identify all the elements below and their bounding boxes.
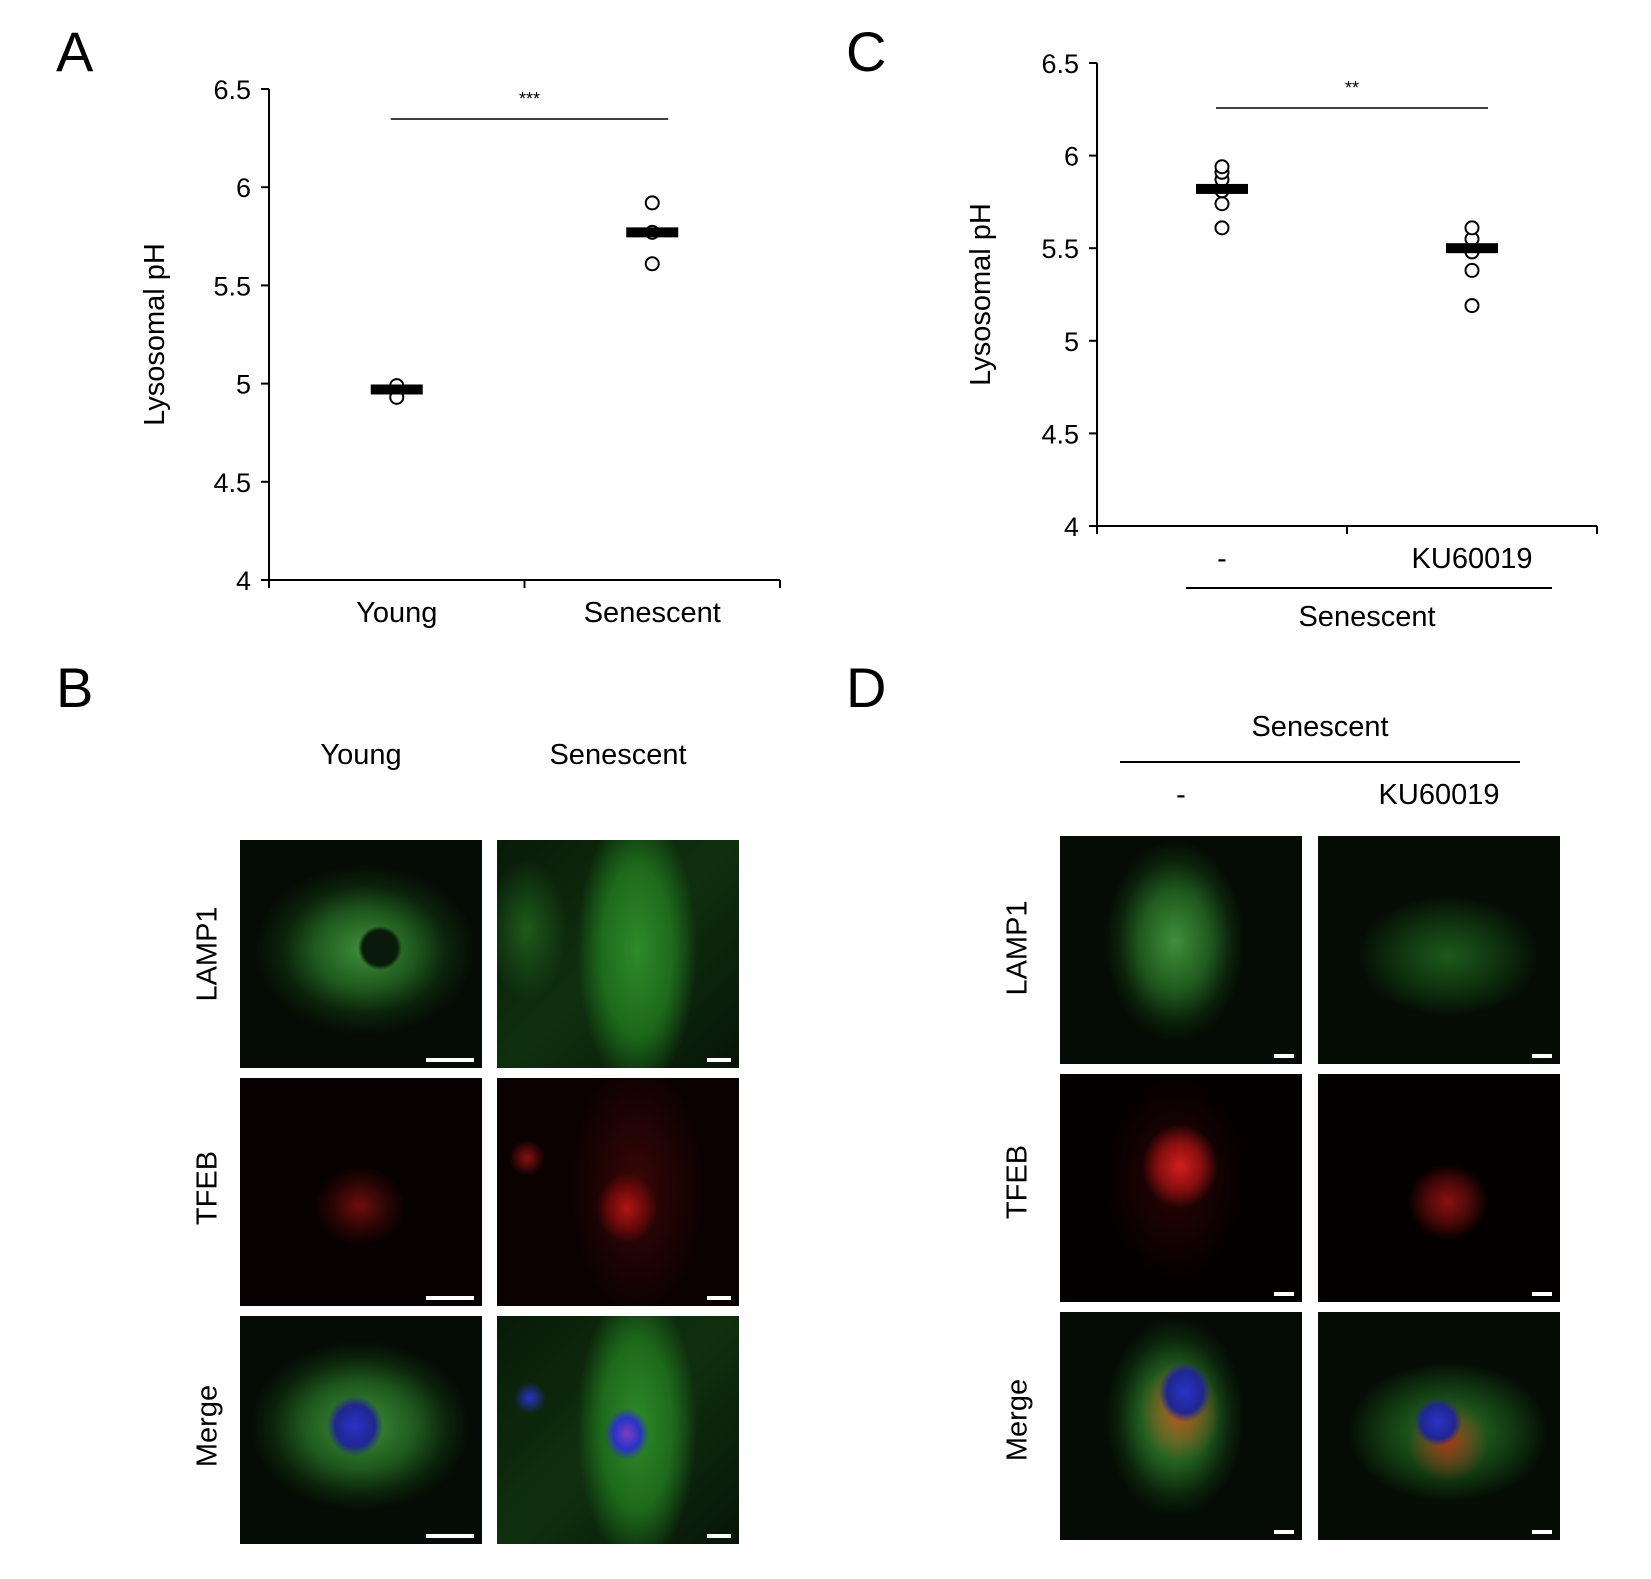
y-tick-label: 4 bbox=[1064, 512, 1079, 542]
micrograph-control-lamp1 bbox=[1060, 836, 1302, 1064]
significance-label: *** bbox=[519, 89, 540, 109]
y-tick-label: 5 bbox=[236, 370, 251, 400]
y-tick-label: 6.5 bbox=[1041, 49, 1079, 79]
mean-bar bbox=[1446, 243, 1498, 254]
y-tick-label: 4.5 bbox=[1041, 419, 1079, 449]
y-axis-label: Lysosomal pH bbox=[965, 203, 997, 386]
significance-label: ** bbox=[1345, 78, 1359, 98]
micrograph-ku60019-merge bbox=[1318, 1312, 1560, 1540]
micrograph-young-tfeb bbox=[240, 1078, 482, 1306]
data-point bbox=[644, 195, 660, 211]
panel-d-group-line bbox=[1120, 761, 1520, 763]
micrograph-senescent-lamp1 bbox=[497, 840, 739, 1068]
y-tick-label: 4 bbox=[236, 566, 251, 596]
x-tick-label: Young bbox=[356, 597, 437, 629]
y-tick-label: 4.5 bbox=[213, 468, 251, 498]
panel-d-row-lamp1: LAMP1 bbox=[1001, 900, 1034, 996]
data-point bbox=[1464, 262, 1480, 278]
y-tick-label: 5.5 bbox=[213, 271, 251, 301]
mean-bar bbox=[1196, 183, 1248, 194]
micrograph-ku60019-tfeb bbox=[1318, 1074, 1560, 1302]
y-tick-label: 5.5 bbox=[1041, 234, 1079, 264]
panel-d-group-label: Senescent bbox=[1251, 711, 1389, 743]
mean-bar bbox=[370, 384, 423, 395]
group-label: Senescent bbox=[1298, 601, 1435, 633]
y-tick-label: 6 bbox=[1064, 142, 1079, 172]
data-point bbox=[1214, 220, 1230, 236]
panel-b-col-young: Young bbox=[320, 739, 402, 771]
y-tick-label: 5 bbox=[1064, 327, 1079, 357]
panel-b-row-tfeb: TFEB bbox=[191, 1150, 224, 1226]
mean-bar bbox=[626, 227, 679, 238]
y-axis-label: Lysosomal pH bbox=[139, 243, 171, 426]
chart-a: 6.5 6 5.5 5 4.5 4 Young Senescent Lysosomal pH **… bbox=[139, 75, 781, 629]
panel-d-row-tfeb: TFEB bbox=[1001, 1144, 1034, 1220]
data-point bbox=[644, 256, 660, 272]
chart-c: 6.5 6 5.5 5 4.5 4 - KU60019 Lysosomal pH ** Senesc… bbox=[965, 49, 1598, 633]
micrograph-young-merge bbox=[240, 1316, 482, 1544]
panel-d-col-ku60019: KU60019 bbox=[1378, 779, 1500, 811]
micrograph-senescent-tfeb bbox=[497, 1078, 739, 1306]
micrograph-control-tfeb bbox=[1060, 1074, 1302, 1302]
data-point bbox=[1214, 196, 1230, 212]
y-tick-label: 6.5 bbox=[213, 75, 251, 105]
x-tick-label: - bbox=[1217, 543, 1227, 575]
data-point bbox=[1464, 298, 1480, 314]
micrograph-control-merge bbox=[1060, 1312, 1302, 1540]
panel-letter-c: C bbox=[846, 20, 887, 83]
panel-b-col-senescent: Senescent bbox=[549, 739, 687, 771]
micrograph-senescent-merge bbox=[497, 1316, 739, 1544]
data-point bbox=[1464, 220, 1480, 236]
micrograph-young-lamp1 bbox=[240, 840, 482, 1068]
panel-letter-d: D bbox=[846, 656, 887, 719]
panel-letter-a: A bbox=[56, 20, 94, 83]
micrograph-ku60019-lamp1 bbox=[1318, 836, 1560, 1064]
panel-b-row-merge: Merge bbox=[191, 1384, 224, 1468]
panel-b-row-lamp1: LAMP1 bbox=[191, 906, 224, 1002]
y-tick-label: 6 bbox=[236, 173, 251, 203]
data-point bbox=[1214, 159, 1230, 175]
panel-d-col-control: - bbox=[1176, 779, 1186, 811]
panel-d-row-merge: Merge bbox=[1001, 1378, 1034, 1462]
x-tick-label: Senescent bbox=[584, 597, 721, 629]
panel-letter-b: B bbox=[56, 656, 94, 719]
x-tick-label: KU60019 bbox=[1412, 543, 1533, 575]
